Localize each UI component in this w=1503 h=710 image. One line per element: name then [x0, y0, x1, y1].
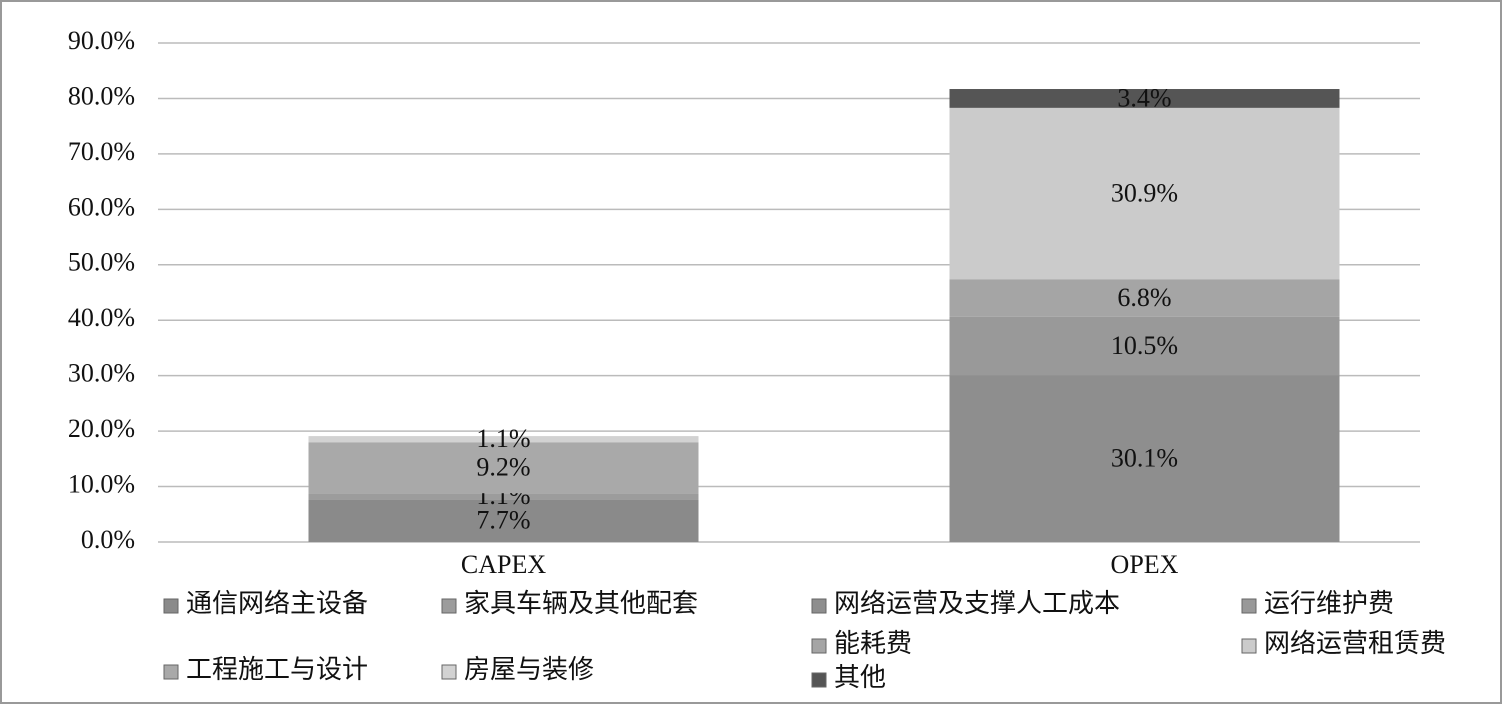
legend-label: 网络运营及支撑人工成本 [834, 589, 1120, 618]
legend-swatch [1241, 638, 1257, 654]
legend-label: 网络运营租赁费 [1264, 629, 1446, 658]
x-tick-label: OPEX [1111, 550, 1179, 579]
bar-segment [308, 436, 699, 443]
data-label: 1.1% [476, 424, 530, 453]
legend-swatch [811, 672, 827, 688]
y-tick-label: 30.0% [68, 359, 135, 388]
bar-segment [308, 499, 699, 542]
legend-swatch [811, 598, 827, 614]
y-tick-label: 0.0% [81, 525, 135, 554]
y-tick-label: 10.0% [68, 470, 135, 499]
data-label: 6.8% [1117, 283, 1171, 312]
data-label: 30.1% [1111, 444, 1178, 473]
bar-segment [949, 89, 1340, 108]
legend-label: 通信网络主设备 [186, 589, 368, 618]
legend-label: 房屋与装修 [464, 655, 594, 684]
legend-swatch [811, 638, 827, 654]
legend-swatch [163, 664, 179, 680]
legend-label: 运行维护费 [1264, 589, 1394, 618]
legend-label: 能耗费 [834, 629, 912, 658]
y-tick-label: 80.0% [68, 81, 135, 110]
legend-swatch [163, 598, 179, 614]
x-tick-label: CAPEX [461, 550, 546, 579]
legend-label: 其他 [834, 663, 886, 692]
bar-segment [949, 375, 1340, 542]
y-tick-label: 60.0% [68, 192, 135, 221]
data-label: 7.7% [476, 506, 530, 535]
legend-swatch [1241, 598, 1257, 614]
bar-segment [308, 442, 699, 494]
legend-swatch [441, 664, 457, 680]
legend-label: 家具车辆及其他配套 [464, 589, 698, 618]
data-label: 30.9% [1111, 179, 1178, 208]
legend-label: 工程施工与设计 [186, 655, 368, 684]
data-label: 10.5% [1111, 331, 1178, 360]
bar-segment [949, 279, 1340, 317]
legend-swatch [441, 598, 457, 614]
bar-segment [308, 493, 699, 500]
y-tick-label: 70.0% [68, 137, 135, 166]
bar-segment [949, 316, 1340, 376]
data-label: 3.4% [1117, 83, 1171, 112]
y-tick-label: 90.0% [68, 26, 135, 55]
y-tick-label: 50.0% [68, 248, 135, 277]
bar-segment [949, 107, 1340, 280]
y-tick-label: 20.0% [68, 414, 135, 443]
data-label: 9.2% [476, 453, 530, 482]
y-tick-label: 40.0% [68, 303, 135, 332]
